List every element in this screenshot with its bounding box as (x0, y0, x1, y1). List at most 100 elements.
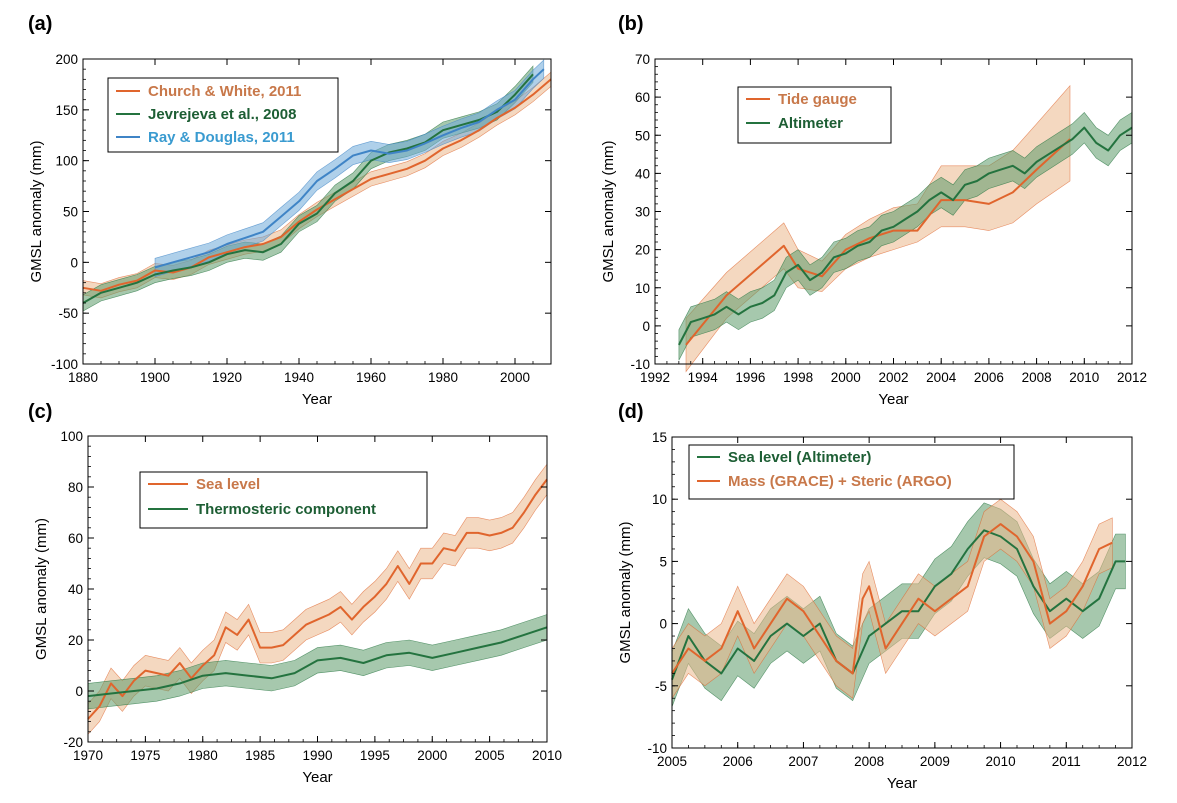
y-tick-label: 70 (635, 52, 650, 67)
x-tick-label: 1940 (284, 370, 314, 385)
series-lines (87, 478, 548, 720)
series-line-0 (82, 78, 552, 292)
x-tick-label: 2000 (500, 370, 530, 385)
x-tick-label: 2000 (417, 748, 447, 763)
legend-label-2: Ray & Douglas, 2011 (148, 129, 295, 146)
x-axis-title: Year (302, 769, 332, 786)
x-tick-label: 2005 (475, 748, 505, 763)
y-tick-label: -5 (655, 679, 667, 694)
panel-label: (c) (28, 401, 52, 423)
x-tick-label: 1880 (68, 370, 98, 385)
y-tick-label: 0 (642, 319, 650, 334)
x-tick-label: 1992 (640, 370, 670, 385)
y-tick-label: -10 (647, 741, 667, 756)
legend-label-1: Mass (GRACE) + Steric (ARGO) (728, 473, 952, 490)
x-axis-title: Year (878, 391, 908, 408)
x-tick-label: 1995 (360, 748, 390, 763)
x-tick-label: 2008 (1022, 370, 1052, 385)
y-tick-label: 0 (70, 255, 78, 270)
x-tick-label: 2004 (926, 370, 957, 385)
y-tick-label: -20 (63, 735, 83, 750)
y-tick-label: 20 (635, 243, 650, 258)
x-tick-label: 2009 (920, 754, 950, 769)
legend-box (688, 444, 1015, 500)
legend: Church & White, 2011 Jevrejeva et al., 20… (107, 77, 339, 153)
legend: Tide gauge Altimeter (737, 86, 892, 144)
y-tick-label: 100 (60, 429, 83, 444)
x-tick-label: 1998 (783, 370, 813, 385)
x-tick-label: 2006 (974, 370, 1004, 385)
y-tick-label: 60 (68, 531, 83, 546)
x-tick-label: 2012 (1117, 754, 1147, 769)
y-tick-label: 0 (75, 684, 83, 699)
x-tick-label: 2008 (854, 754, 884, 769)
x-axis-title: Year (887, 775, 917, 792)
y-tick-label: 50 (635, 128, 650, 143)
series-line-1 (678, 126, 1133, 346)
y-tick-label: -100 (51, 357, 78, 372)
x-tick-label: 1960 (356, 370, 386, 385)
series-line-2 (154, 68, 545, 269)
y-axis-title: GMSL anomaly (mm) (28, 141, 45, 283)
panel-a-chart: (a) 1880 1900 1920 1940 1960 1980 2000 -100 -50 0 5… (28, 13, 552, 408)
legend-label-0: Sea level (Altimeter) (728, 449, 871, 466)
series-lines (678, 126, 1133, 346)
y-tick-label: 10 (635, 281, 650, 296)
y-tick-label: 50 (63, 205, 78, 220)
legend-box (107, 77, 339, 153)
x-tick-label: 2010 (532, 748, 562, 763)
x-tick-label: 2010 (986, 754, 1016, 769)
series-line-1 (82, 73, 534, 304)
y-tick-label: 40 (68, 582, 83, 597)
x-tick-label: 1920 (212, 370, 242, 385)
y-tick-label: 200 (55, 52, 78, 67)
y-tick-label: 40 (635, 166, 650, 181)
x-tick-label: 1900 (140, 370, 170, 385)
x-tick-label: 2000 (831, 370, 861, 385)
y-tick-label: 30 (635, 205, 650, 220)
panel-b-chart: (b) 1992 1994 1996 1998 2000 2002 2004 2006 2008 2… (600, 13, 1147, 408)
series-line-0 (87, 478, 548, 720)
legend-label-0: Tide gauge (778, 91, 857, 108)
y-axis-title: GMSL anomaly (mm) (600, 141, 617, 283)
x-tick-label: 2012 (1117, 370, 1147, 385)
y-tick-label: 20 (68, 633, 83, 648)
x-tick-label: 1980 (188, 748, 218, 763)
x-axis-title: Year (302, 391, 332, 408)
y-tick-label: 5 (659, 554, 667, 569)
y-tick-label: 0 (659, 617, 667, 632)
y-tick-label: 10 (652, 492, 667, 507)
y-tick-label: 150 (55, 103, 78, 118)
x-tick-label: 2005 (657, 754, 687, 769)
panel-label: (b) (618, 13, 644, 35)
legend: Sea level Thermosteric component (139, 471, 428, 529)
x-tick-label: 2006 (723, 754, 753, 769)
x-tick-label: 1970 (73, 748, 103, 763)
x-tick-label: 2011 (1052, 754, 1081, 769)
legend-label-0: Church & White, 2011 (148, 83, 301, 100)
y-tick-label: 15 (652, 430, 667, 445)
series-line-0 (671, 529, 1126, 680)
uncertainty-band-2 (154, 59, 545, 277)
legend-label-1: Altimeter (778, 115, 843, 132)
y-axis-title: GMSL anomaly (mm) (33, 518, 50, 660)
x-tick-label: 1985 (245, 748, 275, 763)
series-line-0 (685, 138, 1071, 346)
legend-box (737, 86, 892, 144)
panel-c-chart: (c) 1970 1975 1980 1985 1990 1995 2000 2005 2010 -… (28, 401, 562, 786)
y-tick-label: -10 (630, 357, 650, 372)
panel-label: (a) (28, 13, 52, 35)
panel-d-chart: (d) 2005 2006 2007 2008 2009 2010 2011 2012 -10 -5… (617, 401, 1147, 792)
series-lines (82, 68, 552, 304)
x-tick-label: 1994 (688, 370, 719, 385)
x-tick-label: 1996 (735, 370, 765, 385)
series-line-1 (87, 626, 548, 698)
series-line-1 (671, 523, 1113, 675)
x-tick-label: 2010 (1069, 370, 1099, 385)
series-lines (671, 523, 1126, 680)
y-axis-title: GMSL anomaly (mm) (617, 522, 634, 664)
legend-label-1: Jevrejeva et al., 2008 (148, 106, 296, 123)
y-tick-label: 80 (68, 480, 83, 495)
legend: Sea level (Altimeter) Mass (GRACE) + Ster… (688, 444, 1015, 500)
